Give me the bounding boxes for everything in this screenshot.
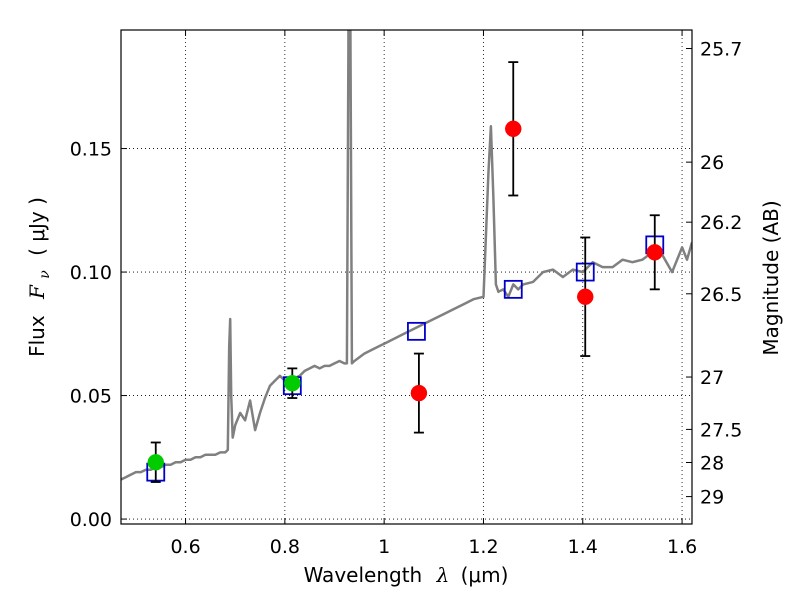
y2-tick-label: 26.2	[700, 212, 742, 234]
data-point	[284, 374, 301, 392]
y-tick-label: 0.15	[70, 139, 112, 161]
y-axis-label: Flux F ν ( μJy )	[25, 197, 54, 357]
y2-tick-label: 27.5	[700, 419, 742, 441]
data-point	[576, 288, 594, 306]
data-point	[410, 384, 428, 402]
x-tick-label: 1.4	[568, 536, 598, 558]
x-axis-label-unit: (μm)	[461, 563, 509, 587]
plot-frame	[120, 29, 693, 525]
x-tick-labels: 0.6 0.8 1 1.2 1.4 1.6	[170, 536, 697, 558]
y2-tick-labels: 25.7 26 26.2 26.5 27 27.5 28 29	[700, 39, 742, 509]
y2-tick-label: 26	[700, 152, 724, 174]
series-ir-measurements	[410, 61, 664, 434]
y-axis-label-unit: ( μJy )	[25, 197, 49, 256]
series-model-spectrum	[121, 30, 692, 481]
y2-tick-label: 26.5	[700, 284, 742, 306]
data-point	[646, 244, 664, 261]
x-axis-label-text: Wavelength	[304, 563, 423, 587]
x-axis-label-symbol: λ	[436, 563, 450, 587]
y-axis-label-text: Flux	[25, 315, 49, 357]
x-tick-label: 0.6	[170, 536, 200, 558]
y2-tick-label: 25.7	[700, 39, 742, 61]
x-tick-label: 1.6	[667, 536, 697, 558]
y-tick-label: 0.05	[70, 386, 112, 408]
y-tick-label: 0.10	[70, 262, 112, 284]
data-point	[147, 454, 165, 471]
series-hst-detections	[147, 367, 301, 483]
data-layer	[121, 30, 692, 483]
data-point	[505, 120, 522, 138]
model-square-point	[407, 321, 426, 341]
tick-marks	[121, 30, 692, 524]
model-square-point	[503, 279, 523, 299]
plot-area	[121, 30, 692, 524]
x-tick-label: 1.2	[468, 536, 498, 558]
y2-tick-label: 27	[700, 367, 724, 389]
x-axis-label: Wavelength λ (μm)	[304, 563, 509, 587]
x-tick-label: 1	[378, 536, 390, 558]
y2-tick-label: 29	[700, 487, 724, 509]
y-tick-labels: 0.00 0.05 0.10 0.15	[70, 139, 112, 532]
y2-tick-label: 28	[700, 452, 724, 474]
spectrum-line	[121, 30, 692, 481]
y-axis-label-symbol: F	[25, 284, 49, 300]
y-axis-label-subscript: ν	[37, 270, 53, 279]
y-tick-label: 0.00	[70, 509, 112, 531]
y2-axis-label: Magnitude (AB)	[759, 200, 783, 355]
x-tick-label: 0.8	[270, 536, 300, 558]
